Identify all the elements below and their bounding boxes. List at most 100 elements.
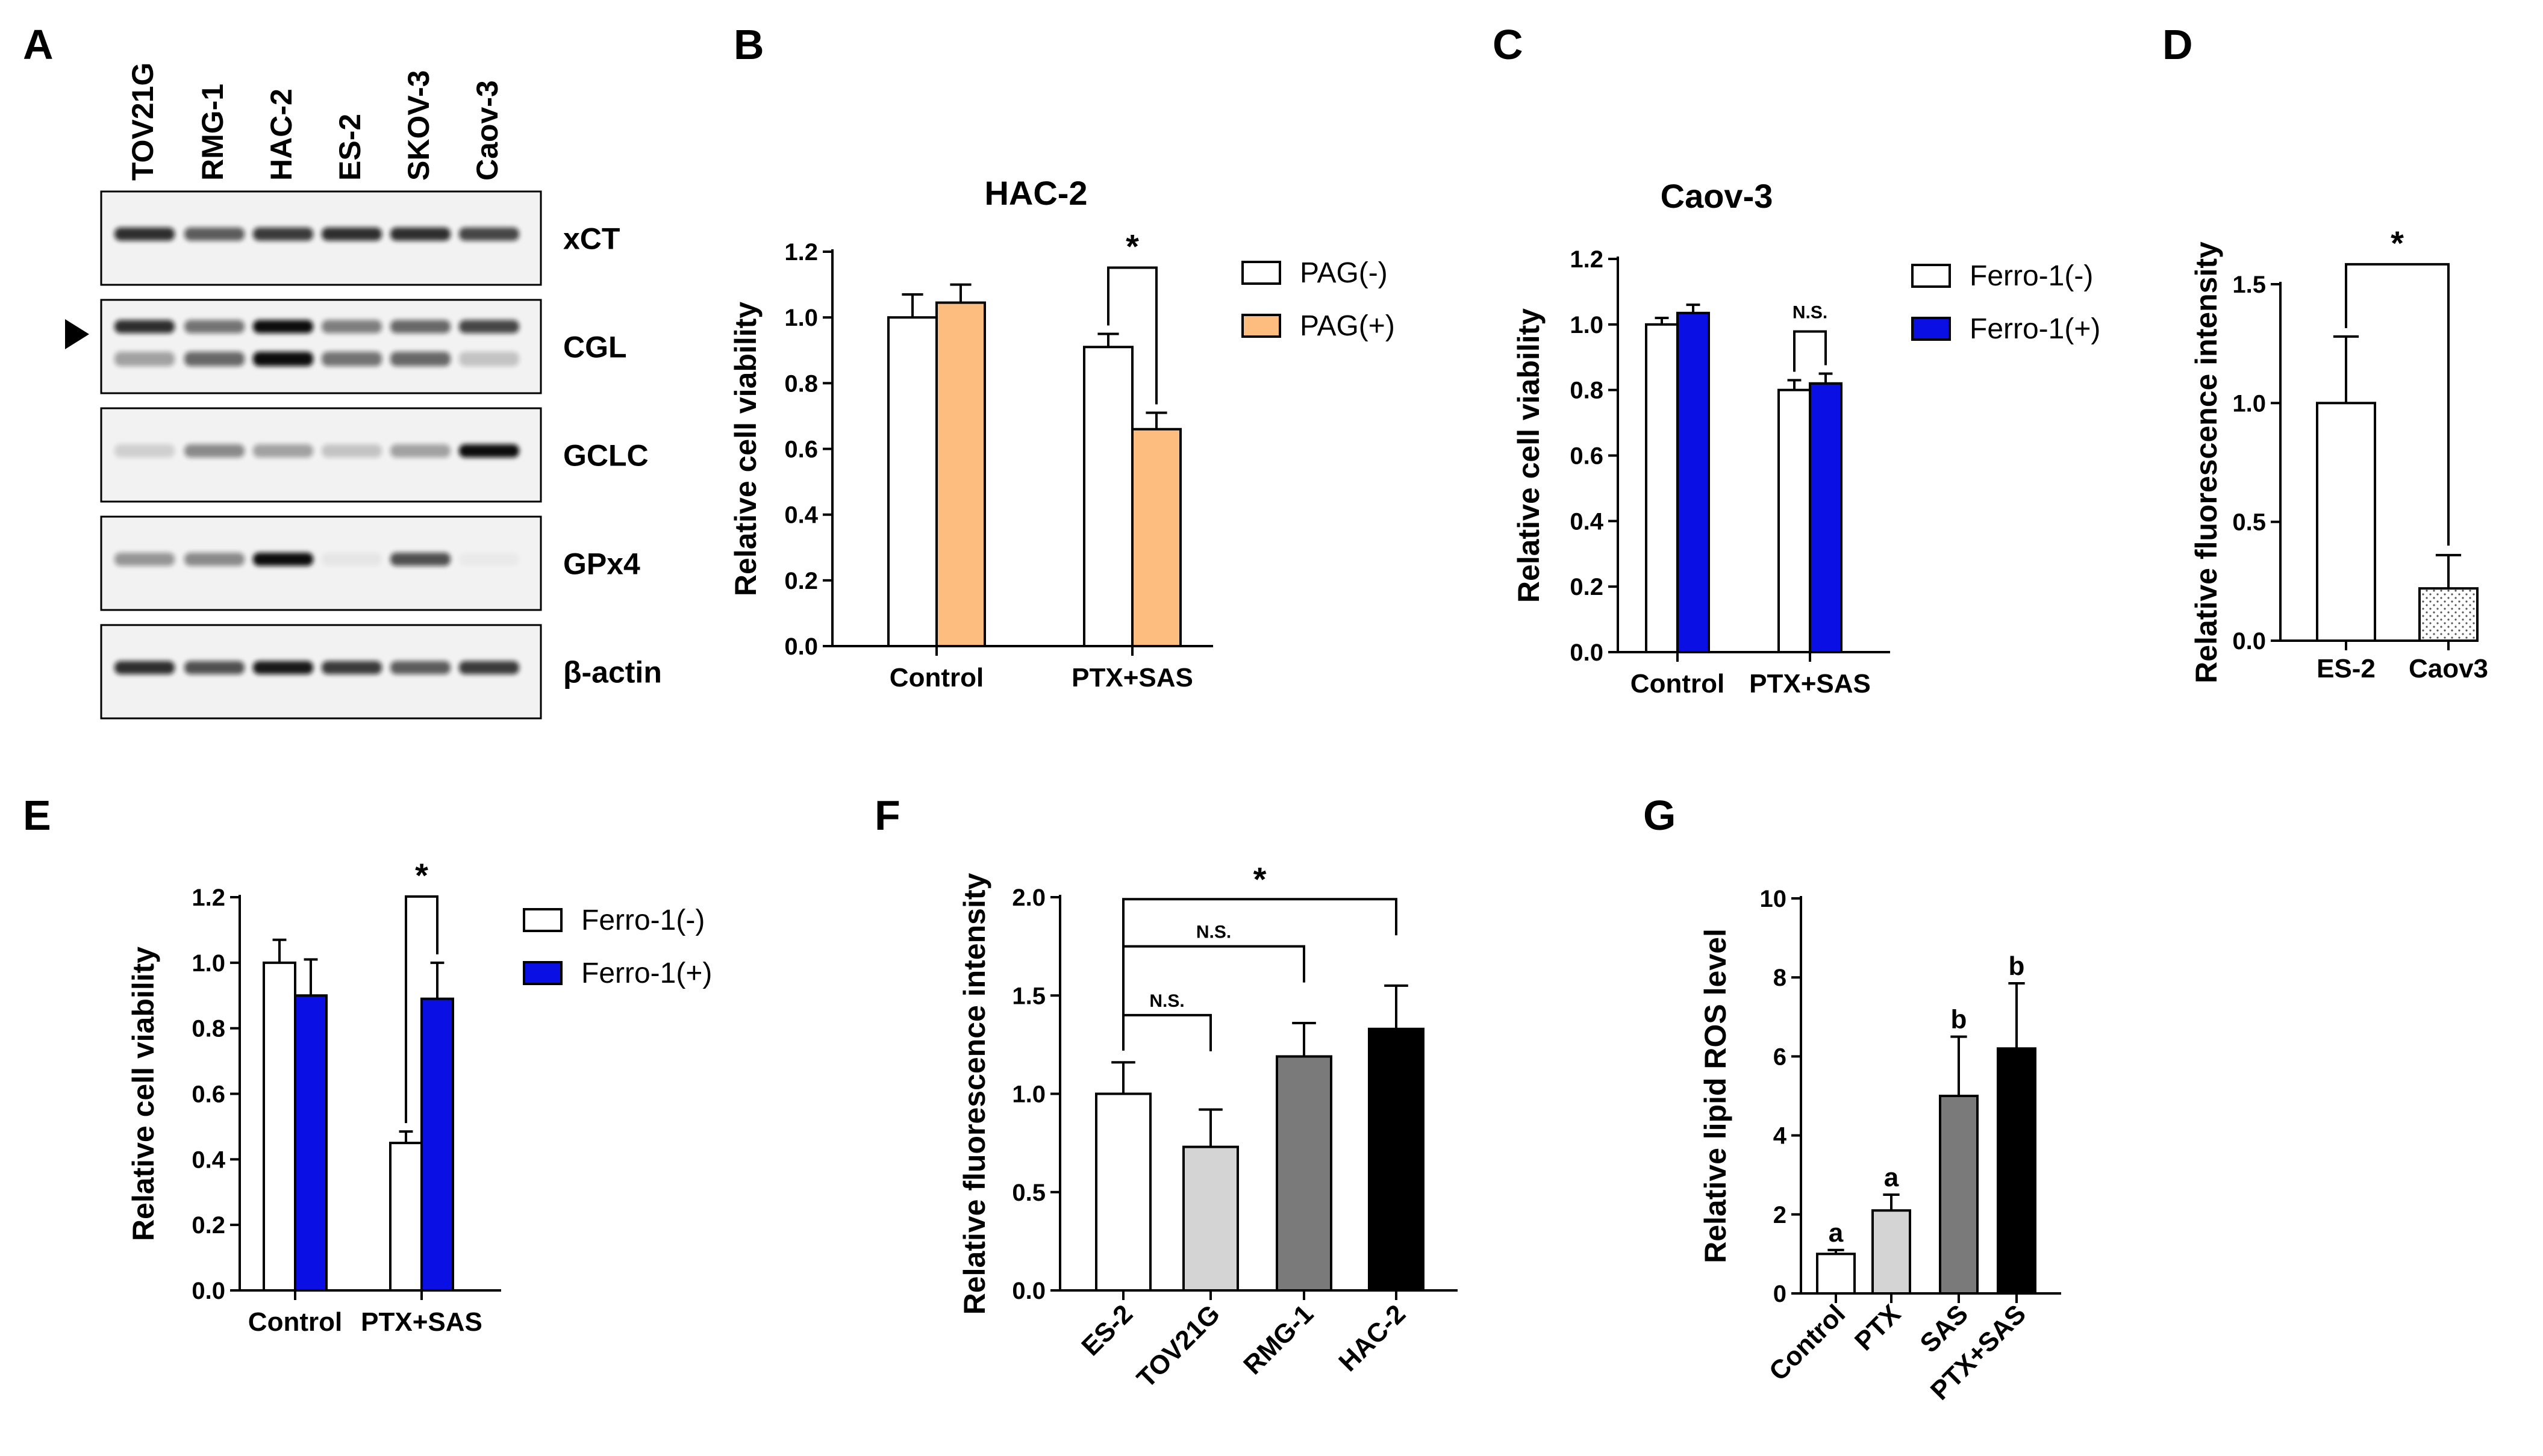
- group-letter: a: [1884, 1163, 1899, 1192]
- blot-band: [184, 661, 245, 674]
- y-tick-label: 1.5: [1012, 983, 1046, 1009]
- significance-bracket: [1122, 1013, 1212, 1051]
- y-tick-label: 1.0: [784, 305, 818, 331]
- significance-label: N.S.: [1149, 991, 1184, 1011]
- bar: [1871, 1209, 1911, 1295]
- bar: [1083, 346, 1134, 648]
- bar: [1095, 1092, 1152, 1292]
- blot-protein-label: GPx4: [563, 547, 640, 581]
- chart-g: Relative lipid ROS level 0 2 4 6 8 10 ControlPT…: [1699, 886, 2061, 1406]
- y-axis-title: Relative lipid ROS level: [1699, 929, 1732, 1263]
- y-tick-label: 6: [1773, 1044, 1786, 1070]
- panel-label-e: E: [23, 792, 51, 839]
- western-blot: TOV21G RMG-1 HAC-2 ES-2 SKOV-3 Caov-3 xCT CGL G…: [65, 63, 662, 720]
- x-tick-label: PTX+SAS: [1749, 669, 1871, 698]
- blot-band: [114, 227, 175, 241]
- y-tick-label: 0.2: [1570, 574, 1603, 600]
- bar: [1809, 382, 1843, 653]
- y-axis-title: Relative cell viability: [1512, 308, 1546, 603]
- legend-swatch: [523, 961, 563, 985]
- y-tick-label: 0.8: [192, 1016, 225, 1042]
- x-tick-label: TOV21G: [1131, 1299, 1226, 1393]
- blot-lane-labels: TOV21G RMG-1 HAC-2 ES-2 SKOV-3 Caov-3: [126, 63, 504, 181]
- bar: [1131, 428, 1182, 647]
- group-letter: b: [2009, 951, 2025, 981]
- bar: [1182, 1145, 1239, 1292]
- y-axis-title: Relative cell viability: [126, 947, 160, 1241]
- legend-swatch: [1911, 264, 1951, 288]
- blot-band: [253, 352, 313, 367]
- blot-band: [253, 444, 313, 458]
- blot-row-box: [100, 515, 542, 611]
- x-tick-label: RMG-1: [1238, 1299, 1319, 1380]
- bar: [389, 1142, 423, 1292]
- blot-band: [322, 352, 382, 367]
- blot-band: [459, 444, 519, 458]
- blot-band: [459, 352, 519, 367]
- blot-band: [184, 444, 245, 458]
- y-axis-title: Relative fluorescence intensity: [2189, 241, 2223, 683]
- significance-label: N.S.: [1196, 922, 1231, 942]
- chart-c: Caov-3 Relative cell viability 0.0 0.2 0.4 0.…: [1512, 177, 2100, 698]
- panel-label-c: C: [1493, 21, 1523, 68]
- legend-label: Ferro-1(+): [1970, 313, 2100, 345]
- blot-lane-label: ES-2: [333, 114, 367, 181]
- chart-f: Relative fluorescence intensity 0.0 0.5 1.0…: [958, 860, 1458, 1393]
- x-tick-label: Control: [890, 663, 984, 692]
- bar: [420, 997, 454, 1292]
- x-tick-label: Control: [248, 1307, 342, 1337]
- blot-band: [390, 661, 451, 674]
- bar: [1997, 1047, 2036, 1295]
- y-tick-label: 2.0: [1012, 885, 1046, 911]
- blot-lane-label: Caov-3: [470, 80, 504, 181]
- significance-bracket: [405, 895, 438, 1124]
- y-tick-label: 0.5: [1012, 1180, 1046, 1206]
- significance-label: *: [1253, 860, 1267, 898]
- blot-band: [459, 320, 519, 334]
- blot-band: [184, 227, 245, 241]
- panel-label-a: A: [23, 21, 54, 68]
- blot-band: [184, 552, 245, 566]
- chart-title: HAC-2: [984, 174, 1087, 212]
- blot-lane-label: HAC-2: [264, 89, 298, 181]
- y-tick-label: 0.2: [192, 1212, 225, 1239]
- y-axis-title: Relative cell viability: [729, 302, 763, 596]
- legend-label: PAG(-): [1300, 257, 1388, 289]
- blot-band: [322, 444, 382, 458]
- x-tick-label: Control: [1764, 1299, 1851, 1386]
- x-tick-label: ES-2: [2317, 654, 2376, 683]
- bar: [294, 994, 328, 1292]
- chart-d: Relative fluorescence intensity 0.0 0.5 1.0…: [2189, 224, 2488, 683]
- blot-band: [184, 352, 245, 367]
- y-tick-label: 0.4: [1570, 508, 1603, 535]
- legend-label: Ferro-1(-): [1970, 260, 2093, 292]
- blot-band: [390, 227, 451, 241]
- chart-title: Caov-3: [1661, 177, 1773, 215]
- blot-band: [114, 320, 175, 334]
- bar: [1276, 1055, 1332, 1292]
- y-tick-label: 0.0: [1012, 1278, 1046, 1304]
- y-tick-label: 8: [1773, 965, 1786, 991]
- x-tick-label: PTX+SAS: [361, 1307, 482, 1337]
- x-tick-label: Caov3: [2409, 654, 2488, 683]
- legend-swatch: [523, 908, 563, 932]
- y-tick-label: 0.0: [2232, 628, 2266, 655]
- y-tick-label: 1.5: [2232, 272, 2266, 298]
- y-tick-label: 0: [1773, 1281, 1786, 1307]
- legend-label: Ferro-1(-): [581, 904, 705, 936]
- y-tick-label: 0.8: [784, 370, 818, 397]
- y-tick-label: 2: [1773, 1202, 1786, 1228]
- blot-band: [459, 553, 519, 566]
- blot-band: [253, 227, 313, 241]
- bar: [2316, 402, 2376, 642]
- group-letter: a: [1829, 1218, 1844, 1248]
- y-tick-label: 4: [1773, 1123, 1787, 1150]
- bar: [1368, 1027, 1424, 1292]
- blot-protein-label: β-actin: [563, 656, 662, 689]
- significance-bracket: [1793, 330, 1827, 372]
- significance-label: *: [2391, 224, 2404, 262]
- bar: [1777, 388, 1811, 654]
- bar: [2418, 587, 2479, 642]
- chart-e: Relative cell viability 0.0 0.2 0.4 0.6 0.8 1.…: [126, 856, 712, 1337]
- blot-band: [114, 444, 175, 458]
